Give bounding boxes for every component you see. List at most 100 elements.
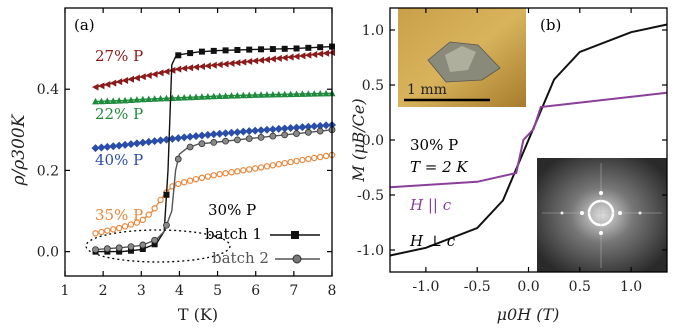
panel-b-series [389,23,668,257]
data-point-40-p [203,130,212,139]
data-point-27-p [204,62,211,70]
data-point-40-p [144,137,153,146]
data-point-27-p [127,75,134,83]
data-point-40-p [304,122,313,131]
x-tick-label: 0.5 [569,279,591,295]
data-point-40-p [227,128,236,137]
data-point-27-p [227,59,235,67]
data-point-22-p [222,92,230,99]
data-point-40-p [292,123,301,132]
data-point-22-p [103,97,111,105]
data-point-35-p [127,221,135,228]
data-point-40-p [180,133,189,142]
y-tick-label: 0.4 [37,82,59,98]
data-point-40-p [186,132,195,141]
data-point-27-p [304,51,312,59]
data-point-22-p [174,94,182,101]
x-tick-label: 0.0 [517,279,539,295]
data-point-27-p [180,64,188,72]
data-point-40-p [126,140,135,149]
data-point-27-p [310,51,318,59]
data-point-35-p [281,159,288,167]
data-point-22-p [293,90,301,98]
panel-a-frame [64,7,333,277]
data-point-35-p [139,216,147,224]
panel-a-legend: 30% P batch 1 batch 2 [205,201,320,267]
panel-b-label: (b) [540,16,561,34]
series-line-h-c [389,91,668,189]
data-point-35-p [311,154,318,162]
data-point-27-p [293,52,300,60]
data-point-35-p [216,170,223,178]
svg-text:M (μB/Ce): M (μB/Ce) [349,98,368,182]
data-point-27-p [103,80,111,88]
data-point-40-p [132,139,141,148]
data-point-35-p [98,228,105,236]
data-point-35-p [104,227,111,234]
data-point-40-p [115,141,124,150]
x-tick-label: 8 [328,283,337,299]
data-point-35-p [251,165,259,172]
data-point-22-p [127,96,135,104]
data-point-27-p [109,79,117,87]
data-point-batch-2 [210,139,218,146]
data-point-batch-1 [187,50,194,57]
data-point-40-p [197,131,206,140]
data-point-22-p [233,91,241,99]
y-tick-label: 0.0 [362,133,384,149]
data-point-27-p [162,68,170,76]
data-point-batch-2 [163,221,170,229]
data-point-27-p [115,78,123,86]
panel-a-label: (a) [74,16,95,34]
data-point-batch-1 [234,47,241,54]
data-point-35-p [115,224,123,232]
data-point-40-p [310,122,319,131]
data-point-22-p [263,91,271,98]
data-point-40-p [138,138,147,147]
panel-b: 1 mm -1.0 -0.5 0.0 0.5 1.0 1.0 0.5 0.0 -0.5-1.0 … [349,7,668,324]
data-point-27-p [216,61,223,69]
data-point-35-p [210,172,217,179]
data-point-batch-2 [304,128,312,136]
x-tick-label: 4 [175,283,184,299]
data-point-35-p [222,170,229,177]
data-point-batch-1 [222,47,229,54]
data-point-40-p [262,125,271,134]
data-point-27-p [157,69,164,77]
data-point-batch-2 [115,244,123,252]
data-point-35-p [269,162,277,169]
data-point-40-p [109,142,118,151]
data-point-27-p [133,74,140,82]
data-point-batch-2 [151,236,159,244]
data-point-40-p [215,129,224,138]
data-point-27-p [192,63,200,71]
data-point-27-p [174,65,182,73]
data-point-40-p [91,144,100,153]
label-22p: 22% P [95,105,143,123]
data-point-40-p [286,124,295,133]
data-point-batch-1 [246,46,253,53]
diffraction-inset [537,158,667,272]
panel-b-ylabel: M (μB/Ce) [349,98,368,182]
data-point-35-p [192,175,200,183]
data-point-batch-2 [198,140,206,148]
data-point-40-p [121,140,130,149]
data-point-batch-2 [222,137,229,145]
data-point-35-p [110,226,117,233]
y-tick-label: -0.5 [357,188,384,204]
data-point-27-p [222,60,229,68]
data-point-27-p [251,57,259,65]
legend-batch2-label: batch 2 [212,249,269,267]
data-point-27-p [269,55,276,63]
data-point-batch-1 [151,241,158,248]
data-point-22-p [275,90,283,98]
data-point-35-p [151,205,158,212]
x-tick-label: 2 [99,283,108,299]
data-point-22-p [97,97,105,105]
data-point-22-p [316,90,324,97]
data-point-35-p [175,180,182,188]
data-point-27-p [287,53,294,61]
y-tick-label: 0.2 [37,163,59,179]
x-tick-label: 6 [251,283,260,299]
data-point-batch-1 [317,44,324,51]
